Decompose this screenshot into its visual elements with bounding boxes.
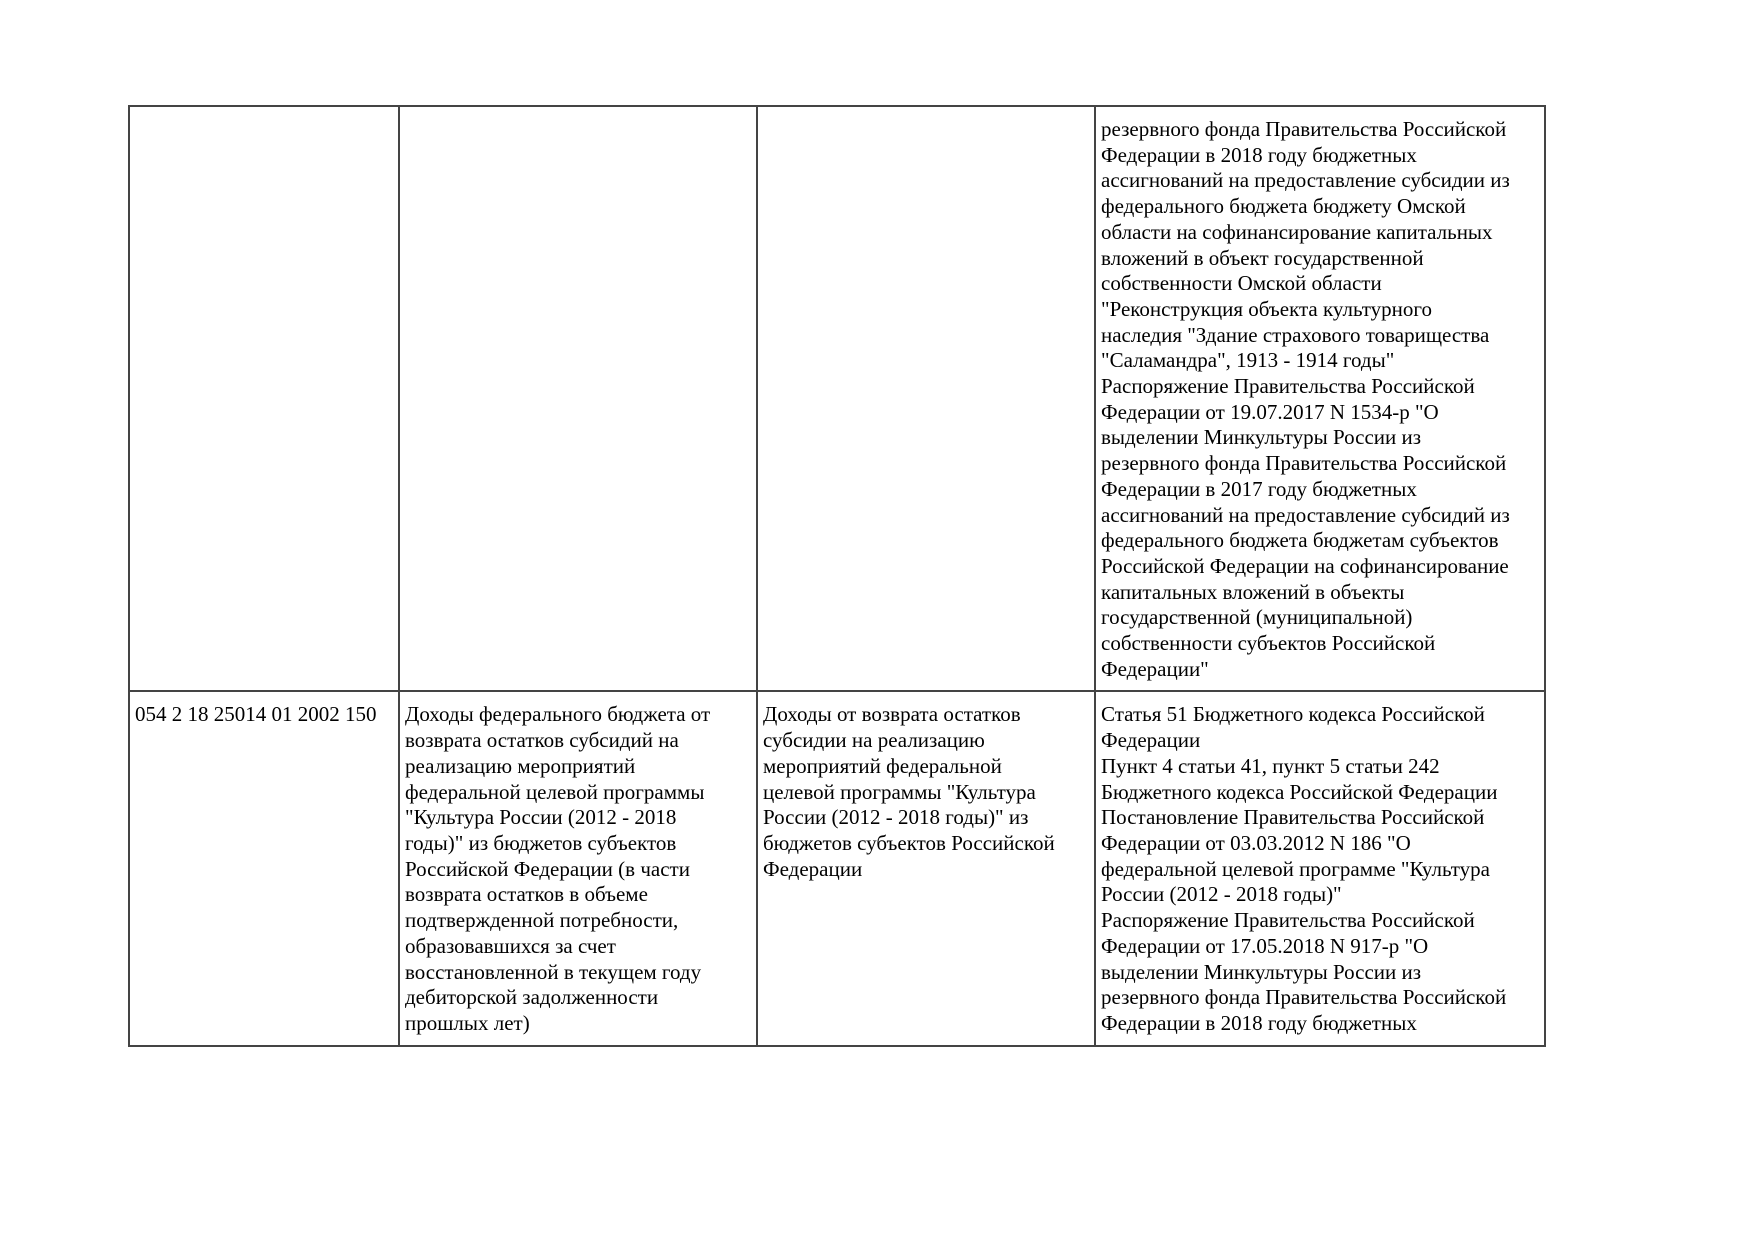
name-cell: Доходы федерального бюджета от возврата о…: [398, 690, 758, 1048]
code-cell: 054 2 18 25014 01 2002 150: [128, 690, 400, 1048]
text-line: Распоряжение Правительства Российской: [1101, 908, 1475, 933]
text-line: федеральной целевой программе "Культура: [1101, 856, 1490, 881]
text-line: вложений в объект государственной: [1101, 245, 1424, 270]
text-line: дебиторской задолженности: [405, 985, 659, 1010]
text-line: наследия "Здание страхового товарищества: [1101, 322, 1490, 347]
text-line: Федерации от 17.05.2018 N 917-р "О: [1101, 933, 1429, 958]
text-line: подтвержденной потребности,: [405, 908, 679, 933]
text-line: субсидии на реализацию: [763, 728, 985, 753]
text-line: ассигнований на предоставление субсидий …: [1101, 502, 1510, 527]
text-line: Федерации в 2018 году бюджетных: [1101, 142, 1417, 167]
text-line: Федерации от 03.03.2012 N 186 "О: [1101, 830, 1411, 855]
text-line: Федерации в 2017 году бюджетных: [1101, 476, 1417, 501]
text-line: области на софинансирование капитальных: [1101, 219, 1493, 244]
text-line: Федерации в 2018 году бюджетных: [1101, 1010, 1417, 1035]
table-row: резервного фонда Правительства Российско…: [128, 104, 1546, 693]
description-cell: [756, 104, 1096, 693]
text-line: Федерации: [1101, 728, 1201, 753]
text-line: резервного фонда Правительства Российско…: [1101, 117, 1507, 141]
text-line: России (2012 - 2018 годы)" из: [763, 805, 1029, 830]
text-line: государственной (муниципальной): [1101, 605, 1413, 630]
text-line: восстановленной в текущем году: [405, 959, 702, 984]
text-line: "Культура России (2012 - 2018: [405, 805, 677, 830]
text-line: Пункт 4 статьи 41, пункт 5 статьи 242: [1101, 753, 1440, 778]
table-row: 054 2 18 25014 01 2002 150 Доходы федера…: [128, 690, 1546, 1048]
text-line: Статья 51 Бюджетного кодекса Российской: [1101, 702, 1485, 727]
text-line: целевой программы "Культура: [763, 779, 1036, 804]
text-line: выделении Минкультуры России из: [1101, 425, 1422, 450]
text-line: 054 2 18 25014 01 2002 150: [135, 702, 377, 727]
text-line: возврата остатков субсидий на: [405, 728, 679, 753]
code-cell: [128, 104, 400, 693]
legal-basis-cell: Статья 51 Бюджетного кодекса Российской Ф…: [1094, 690, 1546, 1048]
text-line: Российской Федерации (в части: [405, 856, 690, 881]
text-line: Федерации": [1101, 656, 1209, 681]
text-line: собственности субъектов Российской: [1101, 631, 1436, 656]
text-line: федерального бюджета бюджету Омской: [1101, 194, 1466, 219]
text-line: выделении Минкультуры России из: [1101, 959, 1422, 984]
description-cell: Доходы от возврата остатков субсидии на р…: [756, 690, 1096, 1048]
text-line: России (2012 - 2018 годы)": [1101, 882, 1342, 907]
text-line: Распоряжение Правительства Российской: [1101, 374, 1475, 399]
text-line: годы)" из бюджетов субъектов: [405, 830, 677, 855]
text-line: Российской Федерации на софинансирование: [1101, 553, 1509, 578]
text-line: резервного фонда Правительства Российско…: [1101, 451, 1507, 476]
text-line: образовавшихся за счет: [405, 933, 616, 958]
text-line: Бюджетного кодекса Российской Федерации: [1101, 779, 1498, 804]
text-line: ассигнований на предоставление субсидии …: [1101, 168, 1510, 193]
text-line: капитальных вложений в объекты: [1101, 579, 1405, 604]
text-line: федеральной целевой программы: [405, 779, 705, 804]
text-line: бюджетов субъектов Российской: [763, 830, 1055, 855]
text-line: Постановление Правительства Российской: [1101, 805, 1485, 830]
text-line: реализацию мероприятий: [405, 753, 636, 778]
name-cell: [398, 104, 758, 693]
text-line: федерального бюджета бюджетам субъектов: [1101, 528, 1499, 553]
text-line: собственности Омской области: [1101, 271, 1382, 296]
text-line: Федерации: [763, 856, 863, 881]
text-line: Доходы федерального бюджета от: [405, 702, 711, 727]
text-line: "Саламандра", 1913 - 1914 годы": [1101, 348, 1395, 373]
text-line: "Реконструкция объекта культурного: [1101, 296, 1432, 321]
budget-codes-table: резервного фонда Правительства Российско…: [128, 104, 1546, 1048]
text-line: прошлых лет): [405, 1010, 530, 1035]
text-line: Федерации от 19.07.2017 N 1534-р "О: [1101, 399, 1439, 424]
text-line: мероприятий федеральной: [763, 753, 1002, 778]
legal-basis-cell: резервного фонда Правительства Российско…: [1094, 104, 1546, 693]
text-line: Доходы от возврата остатков: [763, 702, 1021, 727]
text-line: резервного фонда Правительства Российско…: [1101, 985, 1507, 1010]
text-line: возврата остатков в объеме: [405, 882, 648, 907]
